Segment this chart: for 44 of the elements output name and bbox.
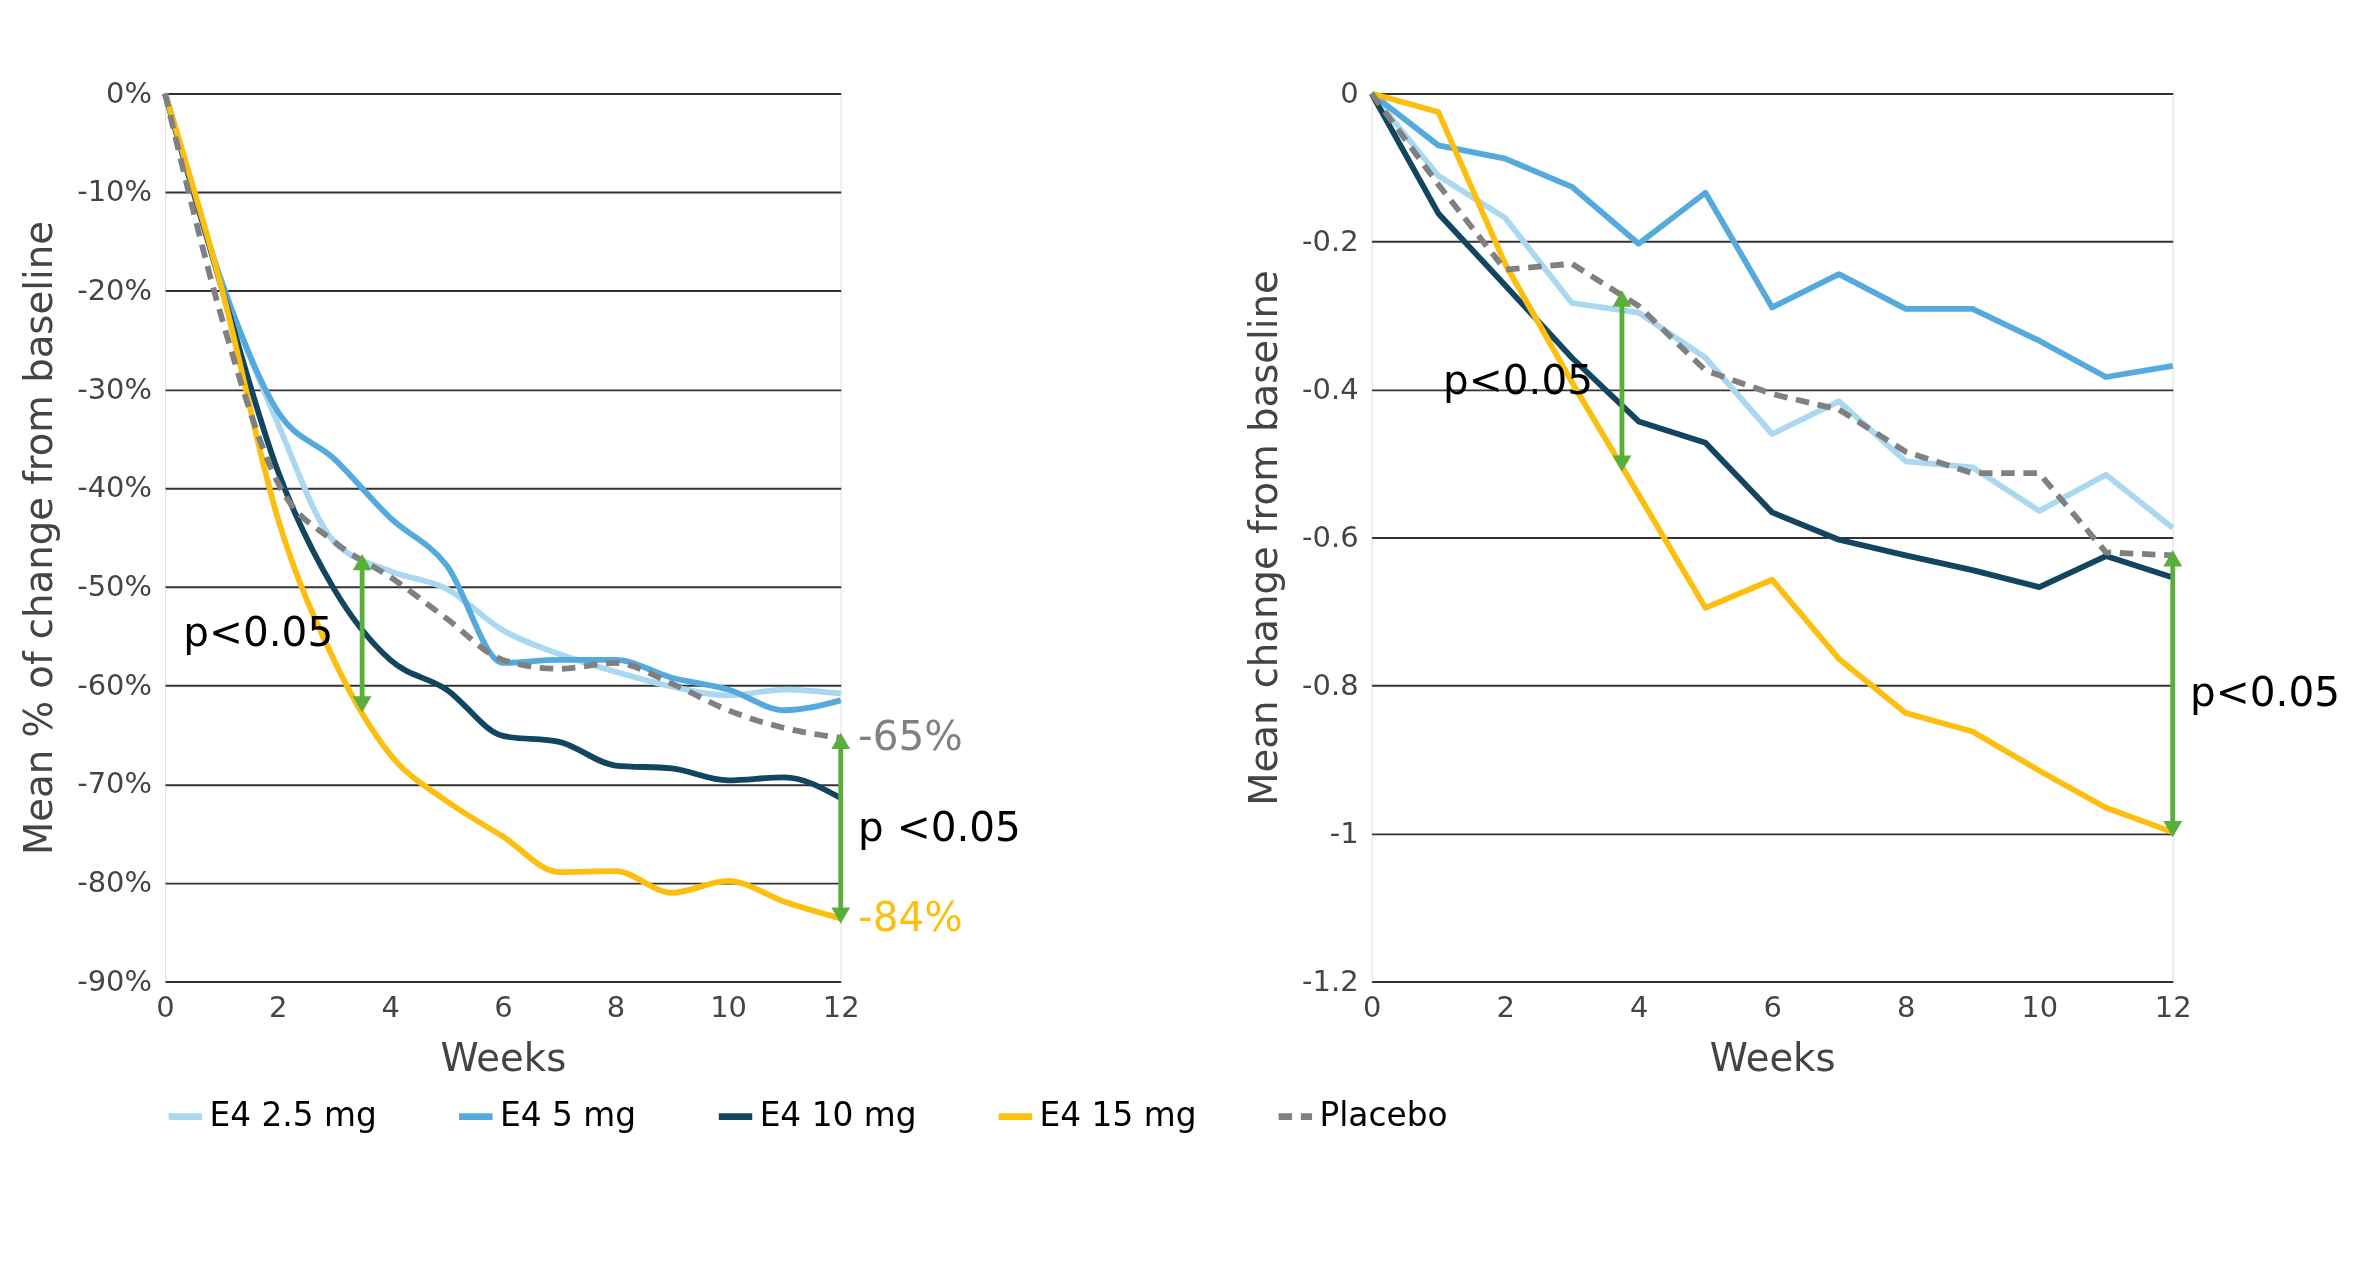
x-tick-label: 10 — [710, 989, 748, 1024]
x-tick-label: 6 — [494, 989, 513, 1024]
x-tick-label: 2 — [268, 989, 288, 1024]
legend-label: E4 2.5 mg — [209, 1096, 377, 1135]
y-axis-title: Mean % of change from baseline — [16, 221, 62, 855]
y-tick-label: -0.8 — [1302, 667, 1359, 702]
x-tick-label: 0 — [156, 989, 175, 1024]
x-tick-label: 8 — [606, 989, 626, 1024]
x-axis-title: Weeks — [1709, 1034, 1836, 1080]
y-tick-label: -80% — [77, 865, 153, 900]
x-tick-label: 8 — [1896, 989, 1916, 1024]
y-tick-label: 0% — [106, 75, 153, 110]
legend-label: Placebo — [1319, 1096, 1448, 1135]
x-tick-label: 10 — [2021, 989, 2059, 1024]
x-tick-label: 6 — [1763, 989, 1782, 1024]
annotation: p <0.05 — [858, 802, 1021, 851]
y-tick-label: -0.2 — [1302, 223, 1359, 258]
legend-label: E4 10 mg — [759, 1096, 917, 1135]
y-tick-label: -1 — [1329, 815, 1359, 850]
y-tick-label: -0.6 — [1302, 519, 1359, 554]
y-tick-label: -20% — [77, 273, 153, 308]
y-tick-label: -70% — [77, 766, 153, 801]
y-tick-label: -10% — [77, 174, 153, 209]
x-tick-label: 4 — [381, 989, 400, 1024]
y-tick-label: -30% — [77, 371, 153, 406]
y-tick-label: -0.4 — [1302, 371, 1359, 406]
annotation: -65% — [858, 712, 963, 761]
y-tick-label: -60% — [77, 667, 153, 702]
annotation: p<0.05 — [2190, 668, 2341, 717]
legend-label: E4 5 mg — [499, 1096, 637, 1135]
y-tick-label: -40% — [77, 470, 153, 505]
x-tick-label: 12 — [2154, 989, 2192, 1024]
x-tick-label: 4 — [1629, 989, 1649, 1024]
y-axis-title: Mean change from baseline — [1240, 270, 1286, 806]
legend-label: E4 15 mg — [1039, 1096, 1197, 1135]
y-tick-label: 0 — [1340, 75, 1359, 110]
x-axis-title: Weeks — [440, 1034, 567, 1080]
x-tick-label: 0 — [1362, 989, 1382, 1024]
x-tick-label: 2 — [1496, 989, 1515, 1024]
y-tick-label: -50% — [77, 569, 153, 604]
annotation: -84% — [858, 892, 963, 941]
x-tick-label: 12 — [822, 989, 860, 1024]
y-tick-label: -1.2 — [1302, 963, 1359, 998]
y-tick-label: -90% — [77, 963, 153, 998]
